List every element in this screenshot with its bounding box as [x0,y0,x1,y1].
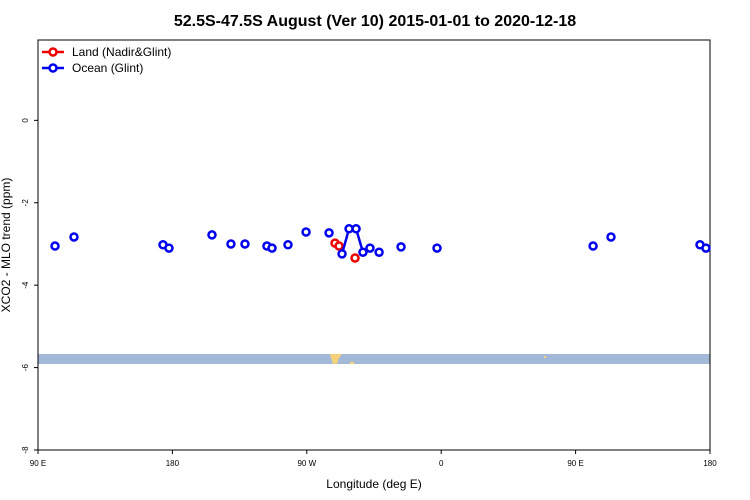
data-point [701,243,711,253]
data-point [226,239,236,249]
data-point [50,241,60,251]
data-point [164,243,174,253]
legend-label: Land (Nadir&Glint) [72,45,171,59]
data-point [351,223,361,234]
map-strip [38,354,710,364]
y-tick-label: -4 [21,281,30,289]
data-point [432,243,442,253]
data-point [240,239,250,249]
y-axis-label: XCO2 - MLO trend (ppm) [0,178,13,313]
x-tick-label: 180 [703,459,717,468]
data-point [334,241,344,251]
y-tick-label: 0 [21,118,30,123]
x-tick-label: 0 [439,459,444,468]
data-point [207,230,217,240]
chart-title: 52.5S-47.5S August (Ver 10) 2015-01-01 t… [174,13,576,30]
data-point [365,243,375,253]
legend-marker [48,63,58,73]
data-point [301,227,311,237]
x-tick-label: 90 E [30,459,46,468]
data-point [588,241,598,251]
y-tick-label: -6 [21,363,30,371]
data-point [374,247,384,257]
data-point [350,253,360,263]
x-tick-label: 90 E [567,459,583,468]
data-point [267,243,277,253]
data-point [358,247,368,257]
data-point [396,242,406,252]
legend-marker [48,47,58,57]
land-patch [544,356,546,358]
y-tick-label: -2 [21,199,30,207]
land-patch [350,362,354,364]
land-patch [330,354,342,364]
data-point [69,232,79,242]
data-point [324,228,334,238]
data-point [337,249,347,259]
data-point [283,240,293,250]
legend-label: Ocean (Glint) [72,61,143,75]
plot-frame [37,39,711,451]
x-tick-label: 180 [166,459,180,468]
x-axis-label: Longitude (deg E) [326,477,421,491]
data-point [606,232,616,242]
y-tick-label: -8 [21,446,30,454]
x-tick-label: 90 W [297,459,316,468]
